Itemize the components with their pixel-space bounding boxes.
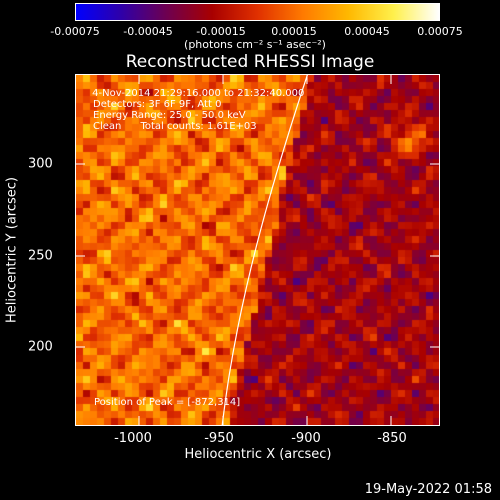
- y-axis-label: Heliocentric Y (arcsec): [4, 177, 20, 323]
- y-tick-label: 300: [28, 156, 53, 172]
- peak-position-label: Position of Peak = [-872,314]: [94, 397, 241, 408]
- y-tick-label: 200: [28, 339, 53, 355]
- colorbar-tick-label: -0.00015: [196, 25, 246, 38]
- x-tick-label: -950: [204, 431, 234, 446]
- colorbar-tick-label: -0.00045: [123, 25, 173, 38]
- info-line-time: 4-Nov-2014 21:29:16.000 to 21:32:40.000: [89, 88, 305, 99]
- colorbar-tick-label: -0.00075: [50, 25, 100, 38]
- heatmap-image: [76, 75, 439, 425]
- render-timestamp: 19-May-2022 01:58: [364, 482, 492, 497]
- info-line-detectors: Detectors: 3F 6F 9F, Att 0: [93, 99, 222, 110]
- colorbar-tick-label: 0.00015: [271, 25, 317, 38]
- solar-limb-overlay: [221, 75, 308, 425]
- x-tick-label: -1000: [114, 431, 152, 446]
- plot-title: Reconstructed RHESSI Image: [125, 52, 375, 72]
- x-axis-label: Heliocentric X (arcsec): [184, 447, 332, 462]
- x-tick-label: -850: [377, 431, 407, 446]
- info-line-counts: Clean Total counts: 1.61E+03: [93, 121, 257, 132]
- y-tick-label: 250: [28, 248, 53, 264]
- colorbar-tick-label: 0.00075: [417, 25, 463, 38]
- colorbar-units: (photons cm⁻² s⁻¹ asec⁻²): [184, 38, 326, 51]
- solar-limb-line: [221, 75, 308, 425]
- x-tick-label: -900: [291, 431, 321, 446]
- plot-area: 4-Nov-2014 21:29:16.000 to 21:32:40.000 …: [75, 74, 440, 426]
- colorbar: [75, 3, 440, 21]
- colorbar-tick-label: 0.00045: [344, 25, 390, 38]
- info-line-energy: Energy Range: 25.0 - 50.0 keV: [93, 110, 246, 121]
